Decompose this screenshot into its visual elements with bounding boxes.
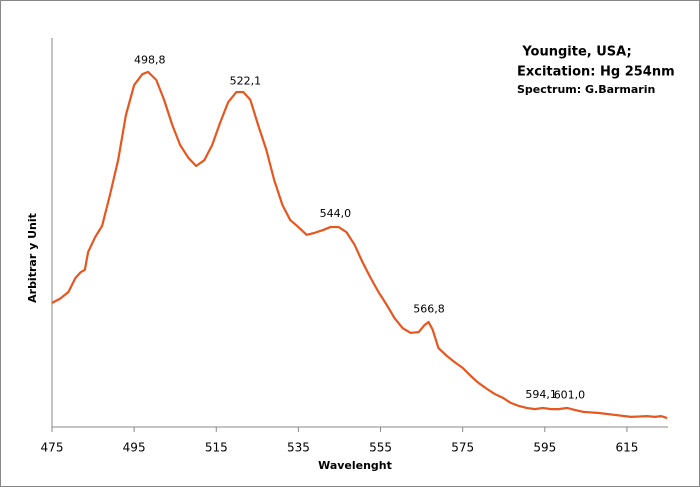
peak-label: 566,8 — [413, 303, 445, 316]
data-line — [51, 70, 668, 420]
y-axis-title: Arbitrar y Unit — [26, 213, 39, 303]
x-tick-label: 535 — [287, 441, 310, 455]
peak-label: 601,0 — [554, 389, 586, 402]
peak-label: 544,0 — [320, 207, 352, 220]
chart-subtitle: Spectrum: G.Barmarin — [517, 83, 655, 96]
x-tick-label: 555 — [369, 441, 392, 455]
x-tick-label: 575 — [451, 441, 474, 455]
x-tick-label: 475 — [41, 441, 64, 455]
chart-title: Youngite, USA; — [521, 45, 631, 60]
x-tick-label: 615 — [615, 441, 638, 455]
x-tick-label: 515 — [205, 441, 228, 455]
x-tick-label: 495 — [123, 441, 146, 455]
peak-label: 522,1 — [230, 74, 262, 87]
x-axis-title: Wavelenght — [318, 459, 392, 472]
peak-label: 594,1 — [525, 388, 557, 401]
peak-label: 498,8 — [134, 53, 166, 66]
chart-title: Excitation: Hg 254nm — [517, 65, 675, 80]
x-tick-label: 595 — [533, 441, 556, 455]
